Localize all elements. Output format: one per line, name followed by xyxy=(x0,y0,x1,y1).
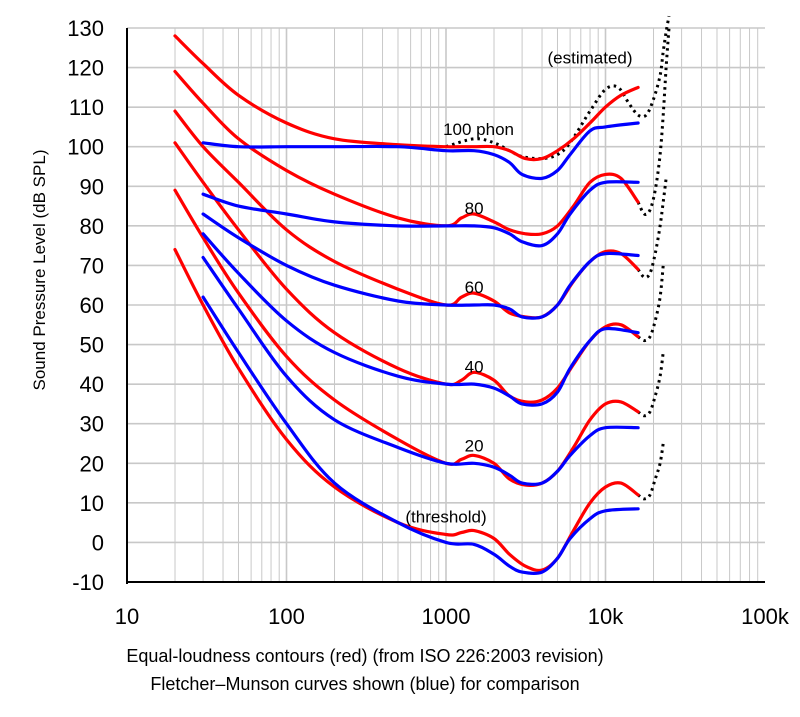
y-tick-label: 90 xyxy=(80,174,104,199)
y-tick-label: 10 xyxy=(80,491,104,516)
fletcher-munson-curve-7 xyxy=(201,180,640,248)
iso-226-curve-5 xyxy=(173,248,640,573)
y-tick-label: 60 xyxy=(80,293,104,318)
y-axis-title: Sound Pressure Level (dB SPL) xyxy=(30,150,49,391)
x-tick-label: 100k xyxy=(741,604,790,629)
y-tick-label: 80 xyxy=(80,214,104,239)
y-tick-label: 130 xyxy=(67,16,104,41)
curve-annotation: 20 xyxy=(465,436,484,455)
chart-axes xyxy=(126,28,765,584)
estimated-curve-13 xyxy=(636,27,671,216)
y-tick-label: 30 xyxy=(80,412,104,437)
fletcher-munson-curve-8 xyxy=(201,212,640,320)
curve-annotation: 80 xyxy=(465,199,484,218)
x-tick-label: 1000 xyxy=(422,604,471,629)
chart-series xyxy=(173,15,671,575)
x-tick-label: 100 xyxy=(268,604,305,629)
fletcher-munson-curve-6 xyxy=(201,121,640,181)
chart-annotations: (estimated) 100 phon 80 60 40 20 (threshold) xyxy=(405,49,632,527)
curve-annotation: (estimated) xyxy=(548,49,633,68)
y-tick-label: 70 xyxy=(80,253,104,278)
estimated-curve-14 xyxy=(636,178,668,280)
x-tick-label: 10 xyxy=(115,604,139,629)
curve-annotation: 100 phon xyxy=(443,120,514,139)
y-tick-label: 50 xyxy=(80,333,104,358)
y-tick-label: 0 xyxy=(92,530,104,555)
iso-226-curve-1 xyxy=(173,69,640,237)
fletcher-munson-curve-10 xyxy=(201,255,640,486)
curve-annotation: (threshold) xyxy=(405,508,486,527)
y-tick-label: 110 xyxy=(69,95,104,120)
x-tick-label: 10k xyxy=(588,604,624,629)
y-tick-label: -10 xyxy=(72,570,104,595)
x-tick-labels: 10 100 1000 10k 100k xyxy=(115,604,790,629)
iso-226-curve-0 xyxy=(173,34,640,162)
estimated-curve-16 xyxy=(637,352,665,418)
curve-annotation: 40 xyxy=(465,357,484,376)
caption-line-2: Fletcher–Munson curves shown (blue) for … xyxy=(150,674,580,694)
caption-line-1: Equal-loudness contours (red) (from ISO … xyxy=(126,646,604,666)
estimated-curve-15 xyxy=(637,265,665,343)
y-tick-label: 20 xyxy=(80,451,104,476)
iso-226-curve-4 xyxy=(173,188,640,487)
y-tick-label: 100 xyxy=(67,135,104,160)
curve-annotation: 60 xyxy=(465,278,484,297)
fletcher-munson-curve-11 xyxy=(201,295,640,575)
y-tick-label: 120 xyxy=(67,56,104,81)
estimated-curve-17 xyxy=(637,443,665,501)
fletcher-munson-curve-9 xyxy=(201,232,640,407)
y-tick-label: 40 xyxy=(80,372,104,397)
